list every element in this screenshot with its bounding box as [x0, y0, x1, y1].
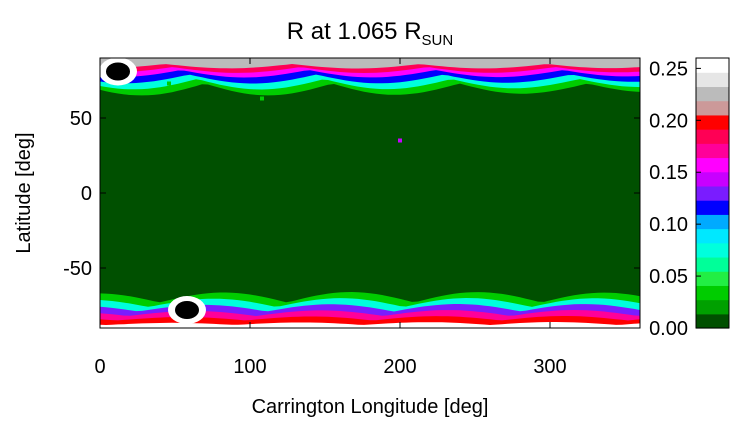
colorbar-swatch: [696, 256, 729, 272]
chart-title-main: R at 1.065 R: [287, 18, 422, 45]
feature-spot: [260, 96, 264, 101]
feature-spot: [167, 81, 171, 86]
colorbar-swatch: [696, 157, 729, 173]
y-axis-label: Latitude [deg]: [13, 132, 35, 253]
chart-title-subscript: SUN: [422, 32, 454, 49]
colorbar-swatch: [696, 271, 729, 286]
heatmap-bands: [100, 58, 640, 328]
colorbar-swatch: [696, 129, 729, 144]
colorbar-swatch: [696, 185, 729, 201]
x-tick-label: 300: [533, 356, 566, 378]
colorbar-swatch: [696, 143, 729, 159]
colorbar-swatches: [696, 58, 729, 329]
colorbar-swatch: [696, 171, 729, 187]
colorbar-tick-label: 0.15: [649, 162, 688, 184]
feature-spot: [398, 138, 402, 143]
colorbar-swatch: [696, 313, 729, 329]
colorbar-swatch: [696, 200, 729, 215]
north-band: [100, 58, 640, 69]
colorbar-swatch: [696, 285, 729, 301]
x-tick-label: 100: [233, 356, 266, 378]
colorbar-swatch: [696, 86, 729, 102]
feature-core: [175, 301, 199, 319]
y-axis-ticks: 50 0 -50: [63, 108, 640, 280]
colorbar-swatch: [696, 100, 729, 116]
x-axis-ticks: 0 100 200 300: [94, 58, 567, 378]
colorbar: 0.00 0.05 0.10 0.15 0.20 0.25: [649, 57, 730, 340]
y-tick-label: -50: [63, 258, 92, 280]
colorbar-ticks: 0.00 0.05 0.10 0.15 0.20 0.25: [649, 58, 701, 340]
chart-title: R at 1.065 RSUN: [287, 18, 453, 49]
colorbar-swatch: [696, 214, 729, 230]
y-tick-label: 50: [70, 108, 92, 130]
colorbar-swatch: [696, 242, 729, 258]
colorbar-tick-label: 0.10: [649, 214, 688, 236]
colorbar-swatch: [696, 299, 729, 315]
colorbar-frame: [695, 57, 730, 329]
colorbar-tick-label: 0.05: [649, 266, 688, 288]
x-tick-label: 200: [383, 356, 416, 378]
y-tick-label: 0: [81, 183, 92, 205]
x-axis-label: Carrington Longitude [deg]: [252, 396, 489, 418]
feature-core: [106, 62, 130, 81]
south-band: [100, 322, 640, 328]
colorbar-swatch: [696, 228, 729, 244]
colorbar-swatch: [696, 58, 729, 73]
colorbar-tick-label: 0.25: [649, 58, 688, 80]
colorbar-tick-label: 0.20: [649, 110, 688, 132]
colorbar-swatch: [696, 114, 729, 130]
colorbar-tick-label: 0.00: [649, 318, 688, 340]
colorbar-swatch: [696, 72, 729, 88]
heatmap-background: [100, 58, 640, 328]
heatmap-features: [100, 58, 402, 324]
heatmap-plot: [99, 57, 641, 329]
x-tick-label: 0: [94, 356, 105, 378]
